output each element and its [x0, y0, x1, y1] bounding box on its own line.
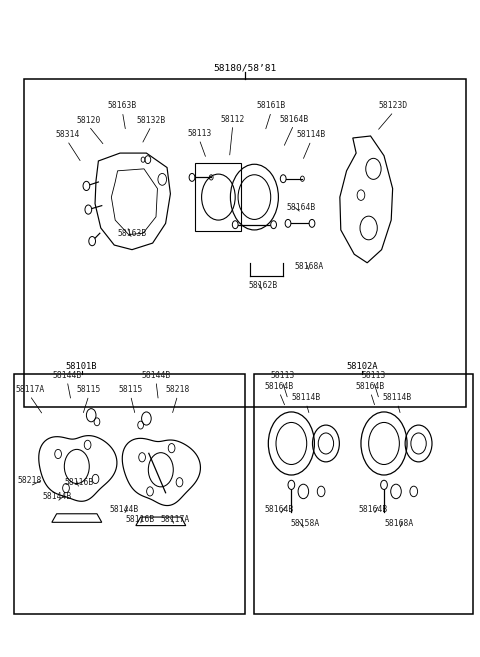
Text: 58144B: 58144B: [109, 505, 138, 514]
Text: 58162B: 58162B: [249, 281, 277, 290]
Text: 58163B: 58163B: [118, 229, 146, 238]
Text: 58158A: 58158A: [290, 519, 319, 528]
Text: 58101B: 58101B: [66, 362, 97, 371]
Text: 58112: 58112: [221, 114, 245, 124]
Text: 58163B: 58163B: [108, 101, 137, 110]
Text: 58144B: 58144B: [142, 371, 170, 380]
Text: 58117A: 58117A: [161, 515, 190, 524]
Circle shape: [288, 480, 295, 489]
Text: 58164B: 58164B: [356, 382, 385, 391]
Bar: [14, 374, 245, 614]
Text: 58161B: 58161B: [257, 101, 286, 110]
Circle shape: [232, 221, 238, 229]
Circle shape: [189, 173, 195, 181]
Text: 58116B: 58116B: [126, 515, 155, 524]
Text: 58113: 58113: [361, 371, 385, 380]
Text: 58102A: 58102A: [347, 362, 378, 371]
Text: 58115: 58115: [119, 385, 143, 394]
Bar: [24, 79, 466, 407]
Circle shape: [280, 175, 286, 183]
Bar: [254, 374, 473, 614]
Circle shape: [85, 205, 92, 214]
Text: 58114B: 58114B: [297, 130, 325, 139]
Text: 58218: 58218: [18, 476, 42, 485]
Text: 58113: 58113: [187, 129, 211, 138]
Text: 58180/58’81: 58180/58’81: [213, 63, 276, 72]
Circle shape: [309, 219, 315, 227]
Text: 58113: 58113: [270, 371, 294, 380]
Circle shape: [83, 181, 90, 191]
Circle shape: [381, 480, 387, 489]
Text: 58164B: 58164B: [279, 114, 308, 124]
Text: 58132B: 58132B: [137, 116, 166, 125]
Text: 58115: 58115: [77, 385, 101, 394]
Text: 58114B: 58114B: [292, 393, 321, 402]
Text: 58114B: 58114B: [383, 393, 412, 402]
Circle shape: [285, 219, 291, 227]
Text: 58144B: 58144B: [42, 491, 71, 501]
Text: 58144B: 58144B: [53, 371, 82, 380]
Text: 58120: 58120: [77, 116, 101, 125]
Text: 58116B: 58116B: [65, 478, 94, 487]
Text: 58168A: 58168A: [385, 519, 414, 528]
Text: 58164B: 58164B: [265, 505, 294, 514]
Circle shape: [271, 221, 276, 229]
Text: 58164B: 58164B: [359, 505, 388, 514]
Text: 58164B: 58164B: [265, 382, 294, 391]
Text: 58218: 58218: [166, 385, 190, 394]
Text: 58117A: 58117A: [15, 385, 44, 394]
Text: 58314: 58314: [55, 130, 79, 139]
Text: 58168A: 58168A: [295, 261, 324, 271]
Text: 58164B: 58164B: [287, 202, 316, 212]
Circle shape: [89, 237, 96, 246]
Text: 58123D: 58123D: [379, 101, 408, 110]
